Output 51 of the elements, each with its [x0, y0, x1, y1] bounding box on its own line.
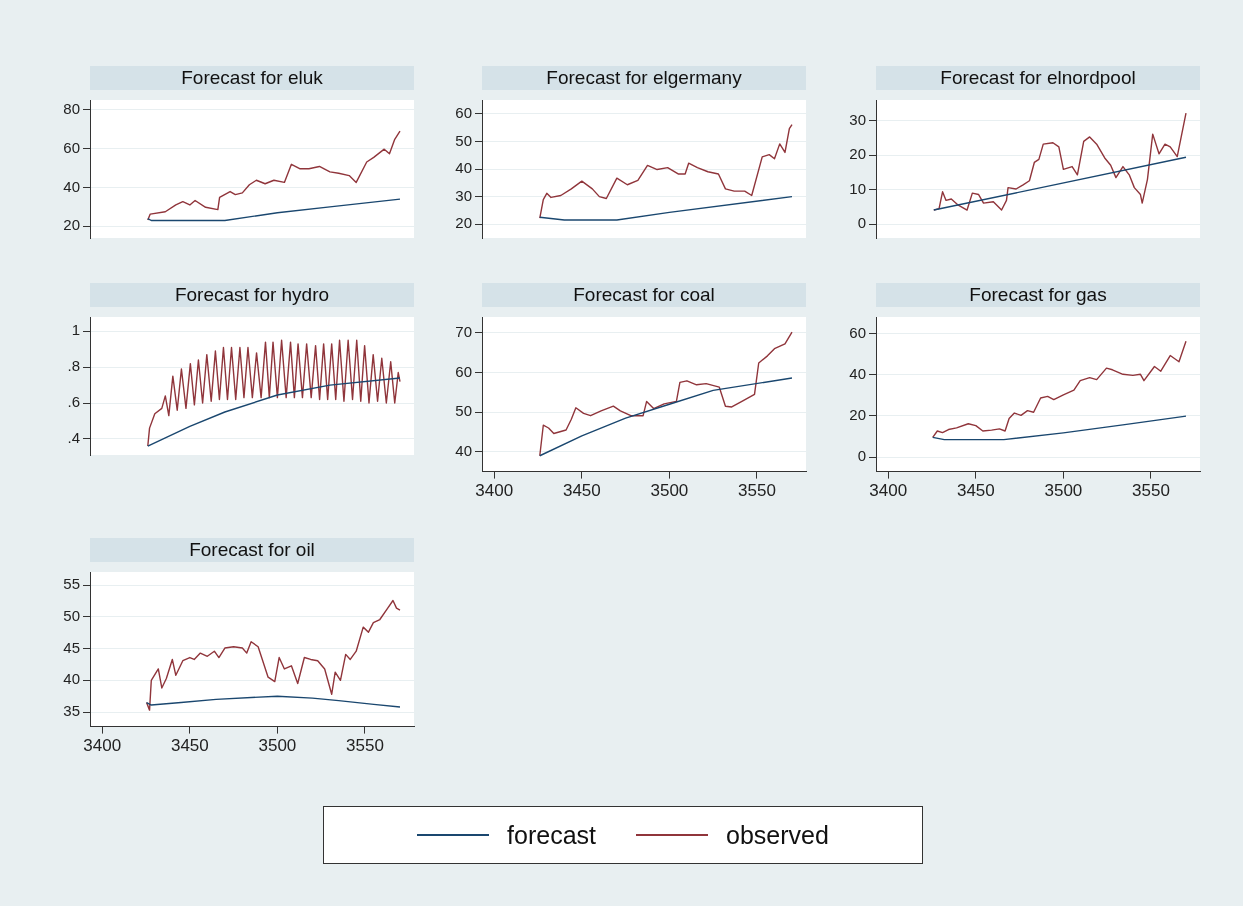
- y-tick-label: 60: [455, 362, 472, 380]
- y-tick-label: 60: [63, 138, 80, 156]
- y-tick-label: 70: [455, 323, 472, 340]
- y-tick-label: 55: [63, 575, 80, 593]
- y-tick-label: 30: [849, 110, 866, 128]
- x-tick-label: 3550: [346, 736, 384, 756]
- x-tick-label: 3450: [170, 736, 209, 756]
- chart-title: Forecast for oil: [90, 538, 414, 562]
- x-tick-label: 3400: [869, 481, 908, 501]
- y-tick-label: 20: [455, 214, 472, 232]
- y-tick-label: .6: [67, 393, 80, 411]
- legend-label: observed: [726, 820, 829, 850]
- x-tick-label: 3450: [956, 481, 995, 501]
- y-tick-label: 40: [63, 177, 80, 195]
- y-tick-label: 20: [849, 406, 866, 424]
- chart-title: Forecast for elgermany: [482, 66, 806, 90]
- y-tick-label: .4: [67, 429, 80, 447]
- legend-label: forecast: [507, 820, 597, 850]
- y-tick-label: 20: [63, 216, 80, 234]
- chart-title: Forecast for elnordpool: [876, 66, 1200, 90]
- y-tick-label: 50: [455, 402, 472, 420]
- y-tick-label: 45: [63, 638, 80, 656]
- x-tick-label: 3500: [650, 481, 689, 501]
- y-tick-label: 40: [63, 670, 80, 688]
- y-tick-label: 60: [455, 103, 472, 121]
- chart-title: Forecast for coal: [482, 283, 806, 307]
- chart-title: Forecast for gas: [876, 283, 1200, 307]
- x-tick-label: 3500: [258, 736, 297, 756]
- x-tick-label: 3500: [1044, 481, 1083, 501]
- y-tick-label: 30: [455, 186, 472, 204]
- y-tick-label: 0: [857, 214, 866, 232]
- x-tick-label: 3550: [738, 481, 776, 501]
- y-tick-label: 20: [849, 145, 866, 163]
- y-tick-label: 60: [849, 323, 866, 341]
- y-tick-label: 40: [455, 159, 472, 177]
- y-tick-label: 10: [849, 179, 866, 197]
- y-tick-label: 80: [63, 99, 80, 117]
- y-tick-label: .8: [67, 357, 80, 375]
- y-tick-label: 1: [71, 321, 80, 339]
- y-tick-label: 40: [455, 441, 472, 459]
- y-tick-label: 50: [63, 607, 80, 625]
- y-tick-label: 35: [63, 702, 80, 720]
- x-tick-label: 3400: [83, 736, 122, 756]
- x-tick-label: 3400: [475, 481, 514, 501]
- chart-title: Forecast for hydro: [90, 283, 414, 307]
- y-tick-label: 0: [857, 447, 866, 465]
- chart-title: Forecast for eluk: [90, 66, 414, 90]
- y-tick-label: 40: [849, 364, 866, 382]
- x-tick-label: 3550: [1132, 481, 1170, 501]
- y-tick-label: 50: [455, 131, 472, 149]
- x-tick-label: 3450: [562, 481, 601, 501]
